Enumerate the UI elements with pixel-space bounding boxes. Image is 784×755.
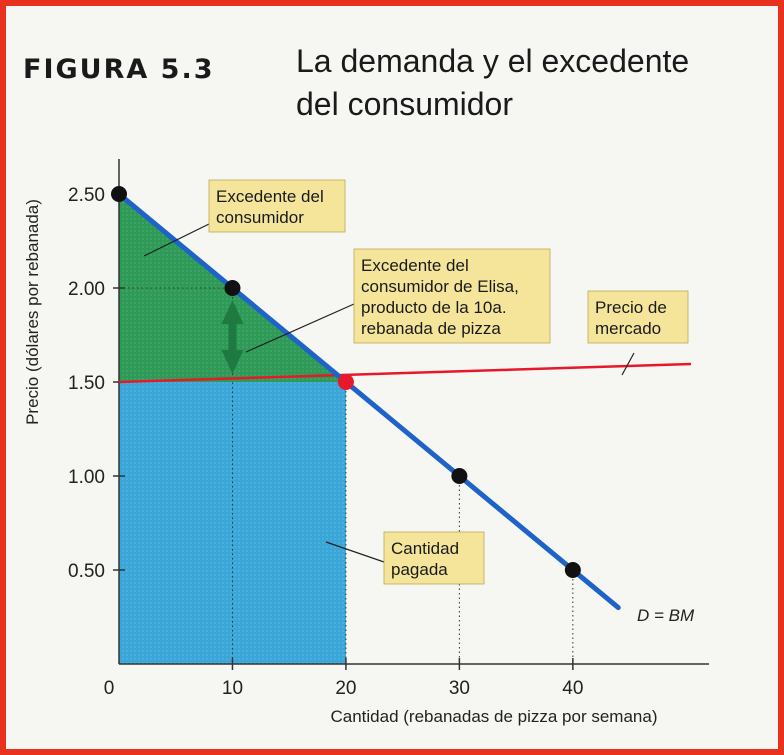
- elisa-surplus-callout-line-4: rebanada de pizza: [361, 319, 501, 338]
- elisa-surplus-callout-line-2: consumidor de Elisa,: [361, 277, 519, 296]
- market-price-callout-leader: [621, 352, 635, 376]
- market-price-callout-line-2: mercado: [595, 319, 661, 338]
- consumer-surplus-callout-line-1: Excedente del: [216, 187, 324, 206]
- x-tick-label-10: 10: [222, 678, 243, 699]
- y-tick-label-2.00: 2.00: [68, 279, 105, 300]
- figure-title: La demanda y el excedente del consumidor: [296, 40, 689, 126]
- x-tick-label-20: 20: [335, 678, 356, 699]
- amount-paid-callout-box: [383, 531, 485, 585]
- figure-number: FIGURA 5.3: [23, 54, 215, 85]
- elisa-surplus-callout-box: [353, 248, 551, 344]
- axis-ticks: 0 10 20 30 40 0.50 1.00 1.50 2.00 2.50: [68, 185, 583, 699]
- callouts: Excedente del consumidor Excedente del cons…: [143, 179, 689, 585]
- x-tick-label-0: 0: [104, 678, 115, 699]
- figure-title-line-1: La demanda y el excedente: [296, 43, 690, 79]
- elisa-surplus-callout-leader: [245, 303, 355, 353]
- elisa-surplus-callout-line-3: producto de la 10a.: [361, 298, 507, 317]
- market-price-callout-line-1: Precio de: [595, 298, 667, 317]
- consumer-surplus-callout-leader: [143, 223, 210, 257]
- demand-point-1: [111, 186, 127, 202]
- demand-curve: [116, 191, 621, 611]
- amount-paid-callout-line-1: Cantidad: [391, 539, 459, 558]
- y-tick-label-1.00: 1.00: [68, 467, 105, 488]
- elisa-surplus-callout-line-1: Excedente del: [361, 256, 469, 275]
- elisa-surplus-callout: Excedente del consumidor de Elisa, product…: [245, 248, 551, 353]
- demand-point-3: [451, 468, 468, 484]
- y-axis-title: Precio (dólares por rebanada): [23, 199, 42, 425]
- x-axis-title: Cantidad (rebanadas de pizza por semana): [331, 707, 658, 726]
- demand-series-label: D = BM: [637, 606, 695, 625]
- elisa-surplus-arrow: [221, 300, 244, 374]
- equilibrium-point: [337, 374, 354, 390]
- amount-paid-callout-line-2: pagada: [391, 560, 448, 579]
- demand-point-4: [564, 562, 581, 578]
- consumer-surplus-callout: Excedente del consumidor: [143, 179, 346, 257]
- amount-paid-callout: Cantidad pagada: [325, 531, 485, 585]
- market-price-callout: Precio de mercado: [587, 290, 689, 376]
- elisa-arrow-shape: [221, 300, 244, 374]
- guide-lines: [119, 287, 574, 664]
- figure-title-line-2: del consumidor: [296, 86, 513, 122]
- y-tick-label-0.50: 0.50: [68, 561, 105, 582]
- consumer-surplus-callout-line-2: consumidor: [216, 208, 304, 227]
- demand-point-2: [224, 280, 241, 296]
- amount-paid-callout-leader: [325, 541, 385, 563]
- y-tick-label-1.50: 1.50: [68, 373, 105, 394]
- market-price-line: [118, 362, 692, 384]
- x-tick-label-40: 40: [562, 678, 583, 699]
- demand-points: [111, 186, 581, 578]
- consumer-surplus-callout-box: [208, 179, 346, 233]
- market-price-callout-box: [587, 290, 689, 344]
- y-tick-label-2.50: 2.50: [68, 185, 105, 206]
- x-tick-label-30: 30: [449, 678, 470, 699]
